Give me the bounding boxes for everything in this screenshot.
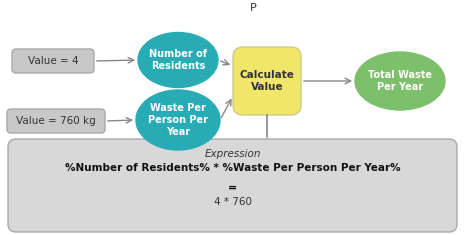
Text: %Number of Residents% * %Waste Per Person Per Year%: %Number of Residents% * %Waste Per Perso… — [65, 163, 400, 173]
Text: Value = 760 kg: Value = 760 kg — [16, 116, 96, 126]
Text: Total Waste
Per Year: Total Waste Per Year — [368, 70, 432, 92]
Text: Expression: Expression — [204, 149, 261, 159]
FancyBboxPatch shape — [233, 47, 301, 115]
FancyBboxPatch shape — [12, 49, 94, 73]
Text: Waste Per
Person Per
Year: Waste Per Person Per Year — [148, 103, 208, 137]
FancyBboxPatch shape — [7, 109, 105, 133]
Text: P: P — [250, 3, 256, 13]
Ellipse shape — [355, 52, 445, 110]
Ellipse shape — [138, 32, 218, 87]
Text: 4 * 760: 4 * 760 — [213, 197, 252, 207]
Text: Value = 4: Value = 4 — [28, 56, 78, 66]
Text: Number of
Residents: Number of Residents — [149, 49, 207, 71]
Ellipse shape — [136, 90, 220, 150]
FancyBboxPatch shape — [8, 139, 457, 232]
Text: Calculate
Value: Calculate Value — [239, 70, 294, 92]
Text: =: = — [228, 183, 237, 193]
